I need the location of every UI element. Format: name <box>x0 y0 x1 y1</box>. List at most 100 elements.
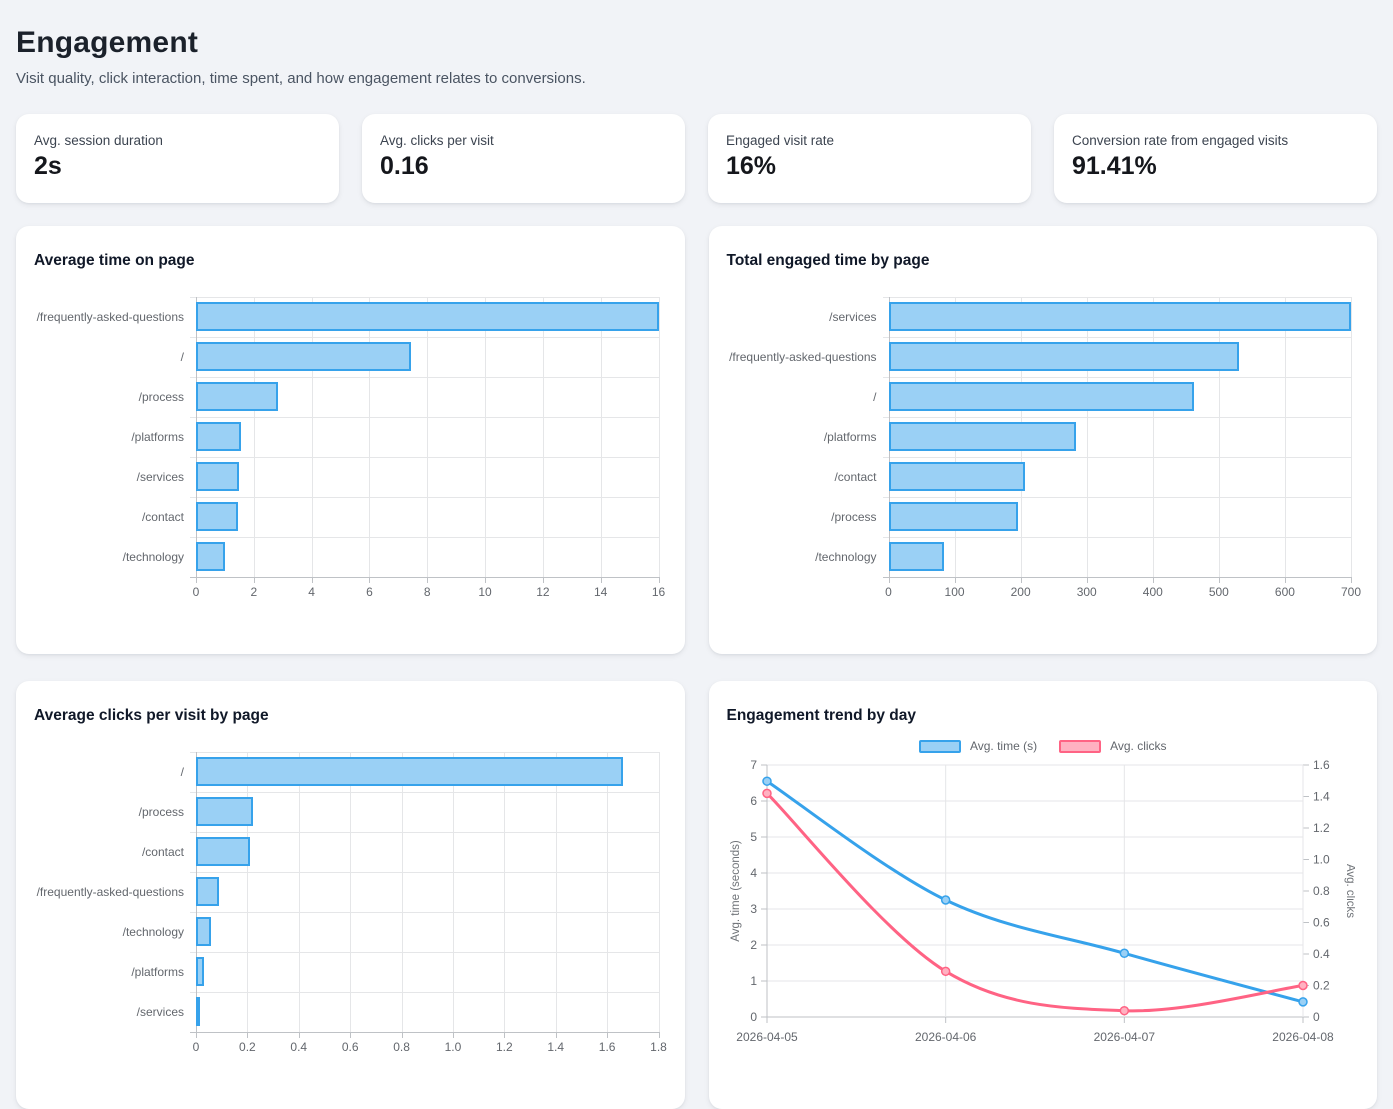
x-tick-label: 1.4 <box>547 1040 565 1054</box>
bar[interactable] <box>196 542 225 571</box>
gridline <box>190 577 659 578</box>
kpi-card-conversion-rate-engaged: Conversion rate from engaged visits 91.4… <box>1054 114 1377 203</box>
bar[interactable] <box>196 462 240 491</box>
x-tick-label: 2026-04-08 <box>1272 1030 1334 1044</box>
category-axis: /services/frequently-asked-questions / /pl… <box>727 297 889 601</box>
tick-mark <box>253 577 255 583</box>
line-point[interactable] <box>940 895 950 905</box>
category-label: /technology <box>122 925 184 939</box>
gridline <box>600 297 602 577</box>
left-tick-label: 4 <box>750 866 757 880</box>
plot-area-wrap: 0 100 200 300 400 500 600 700 <box>882 297 1361 601</box>
category-label: /frequently-asked-questions <box>36 310 184 324</box>
gridline <box>607 752 609 1032</box>
right-tick-label: 0.2 <box>1313 979 1330 993</box>
line-point[interactable] <box>761 788 772 799</box>
line-point[interactable] <box>940 966 950 977</box>
gridline <box>350 752 352 1032</box>
x-tick-label: 0 <box>192 1040 200 1054</box>
x-tick-label: 8 <box>423 585 431 599</box>
bar[interactable] <box>196 342 412 371</box>
bar[interactable] <box>196 797 253 826</box>
bar[interactable] <box>196 917 212 946</box>
gridline <box>190 377 659 378</box>
bar[interactable] <box>196 422 241 451</box>
x-axis: 0 0.2 0.4 0.6 0.8 1.0 1.2 1.4 1.6 1.8 <box>192 1032 667 1056</box>
left-tick-label: 6 <box>750 794 757 808</box>
kpi-row: Avg. session duration 2s Avg. clicks per… <box>16 114 1377 203</box>
tick-mark <box>504 1032 506 1038</box>
gridline <box>882 377 1351 378</box>
chart-title: Average clicks per visit by page <box>34 707 269 724</box>
line-point[interactable] <box>1119 948 1129 959</box>
legend-item[interactable]: Avg. time (s) <box>918 739 1037 753</box>
bar[interactable] <box>196 957 204 986</box>
line-point[interactable] <box>1297 997 1308 1007</box>
line-point[interactable] <box>1119 1005 1129 1016</box>
bar[interactable] <box>196 382 279 411</box>
bar[interactable] <box>196 502 238 531</box>
category-label: /platforms <box>131 965 184 979</box>
left-tick-label: 7 <box>750 758 757 772</box>
kpi-value: 91.41% <box>1072 152 1157 180</box>
gridline <box>882 457 1351 458</box>
bar[interactable] <box>888 342 1239 371</box>
tick-mark <box>658 577 660 583</box>
gridline <box>882 417 1351 418</box>
gridline <box>311 297 313 577</box>
dashboard-page: Engagement Visit quality, click interact… <box>0 26 1393 1109</box>
x-tick-label: 0 <box>885 585 892 599</box>
right-tick-label: 1.2 <box>1313 821 1330 835</box>
gridline <box>190 752 659 753</box>
bar[interactable] <box>888 502 1018 531</box>
chart-card-engagement-trend: Engagement trend by day Avg. time (s) Avg… <box>708 681 1377 1109</box>
line-series <box>765 779 1304 1004</box>
gridline <box>190 872 659 873</box>
legend-item[interactable]: Avg. clicks <box>1059 739 1167 753</box>
category-label: /process <box>831 510 877 524</box>
gridline <box>190 297 659 298</box>
bar[interactable] <box>196 302 659 331</box>
line-point[interactable] <box>1297 980 1308 991</box>
right-axis-title: Avg. clicks <box>1344 864 1355 918</box>
right-tick-label: 0 <box>1313 1010 1320 1024</box>
bar[interactable] <box>888 542 944 571</box>
bar[interactable] <box>196 997 200 1026</box>
avg-clicks-by-page-chart: / /process/contact/frequently-asked-quest… <box>34 752 667 1056</box>
category-label: /contact <box>834 470 877 484</box>
gridline <box>658 297 660 577</box>
left-axis-title: Avg. time (seconds) <box>730 840 742 942</box>
category-label: /process <box>138 390 184 404</box>
x-tick-label: 2 <box>250 585 258 599</box>
bar[interactable] <box>888 382 1194 411</box>
gridline <box>298 752 300 1032</box>
bar[interactable] <box>196 837 250 866</box>
tick-mark <box>1020 577 1022 583</box>
tick-mark <box>600 577 602 583</box>
plot-area <box>882 297 1352 578</box>
gridline <box>882 337 1351 338</box>
bar[interactable] <box>888 462 1025 491</box>
gridline <box>190 912 659 913</box>
bar[interactable] <box>888 302 1351 331</box>
bar[interactable] <box>888 422 1077 451</box>
bar[interactable] <box>196 757 623 786</box>
legend-swatch-icon <box>918 739 961 753</box>
bar[interactable] <box>196 877 220 906</box>
gridline <box>190 337 659 338</box>
gridline <box>658 752 660 1032</box>
x-tick-label: 10 <box>478 585 492 599</box>
gridline <box>190 1032 659 1033</box>
x-tick-label: 6 <box>366 585 373 599</box>
x-tick-label: 100 <box>944 585 965 599</box>
category-label: /frequently-asked-questions <box>36 885 184 899</box>
kpi-label: Conversion rate from engaged visits <box>1072 133 1289 148</box>
line-series <box>765 791 1304 1013</box>
tick-mark <box>658 1032 660 1038</box>
x-tick-label: 0 <box>192 585 200 599</box>
tick-mark <box>1351 577 1352 583</box>
x-tick-label: 1.0 <box>444 1040 462 1054</box>
gridline <box>1152 297 1154 577</box>
kpi-card-engaged-visit-rate: Engaged visit rate 16% <box>708 114 1031 203</box>
line-point[interactable] <box>761 776 772 786</box>
